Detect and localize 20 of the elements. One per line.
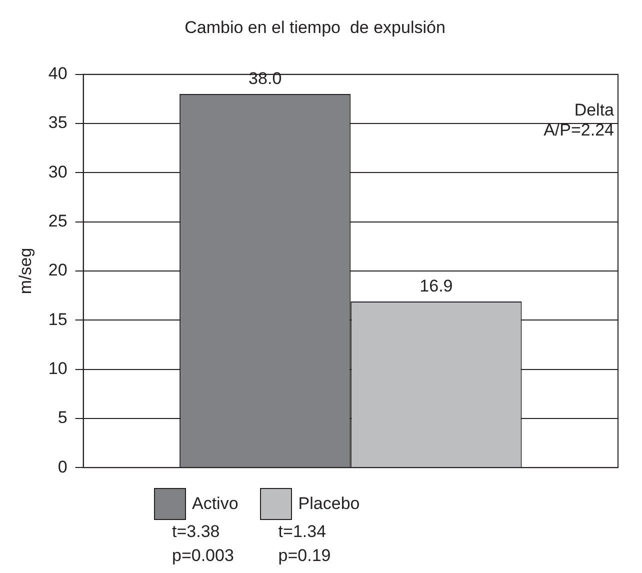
y-tick-label: 25 (48, 212, 68, 231)
y-tick-label: 0 (58, 457, 68, 476)
text: p=0.19 (277, 545, 332, 567)
data-label: 16.9 (420, 276, 453, 296)
y-tick-label: 15 (48, 310, 68, 329)
y-tick-label: 10 (48, 358, 68, 378)
legend-label: Placebo (298, 494, 360, 514)
text: t=3.38 (171, 521, 221, 543)
y-tick-label: 20 (48, 260, 68, 280)
legend-label: Activo (192, 494, 238, 514)
y-tick-label: 40 (48, 64, 68, 84)
y-tick-label: 5 (58, 408, 68, 428)
y-axis-title: m/seg (16, 248, 35, 294)
y-tick-label: 30 (48, 162, 68, 182)
annotation: Delta (574, 100, 615, 120)
chart-title: Cambio en el tiempo de expulsión (184, 18, 446, 37)
y-tick-label: 35 (48, 113, 68, 132)
text: p=0.003 (171, 545, 235, 567)
text: t=1.34 (277, 521, 328, 543)
annotation: A/P=2.24 (544, 120, 614, 140)
